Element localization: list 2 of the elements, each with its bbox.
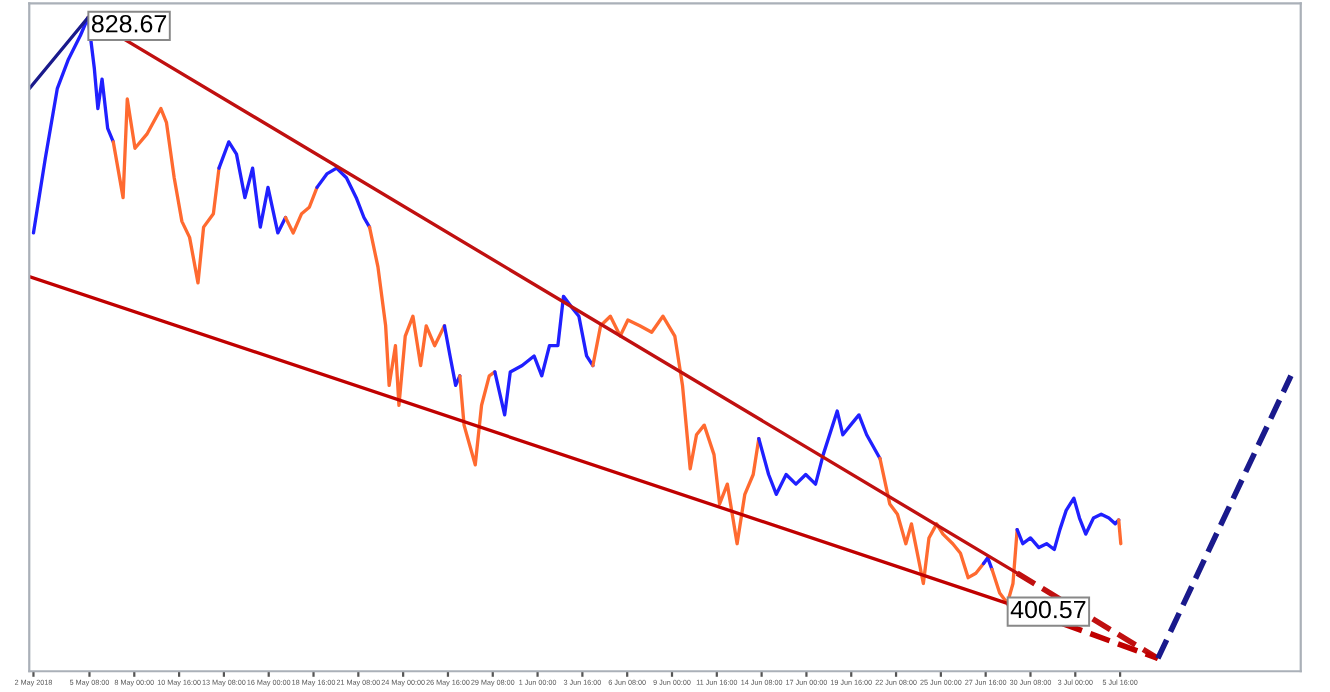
annotation: 828.67: [91, 14, 167, 33]
annotation: 400.57: [1010, 600, 1086, 619]
